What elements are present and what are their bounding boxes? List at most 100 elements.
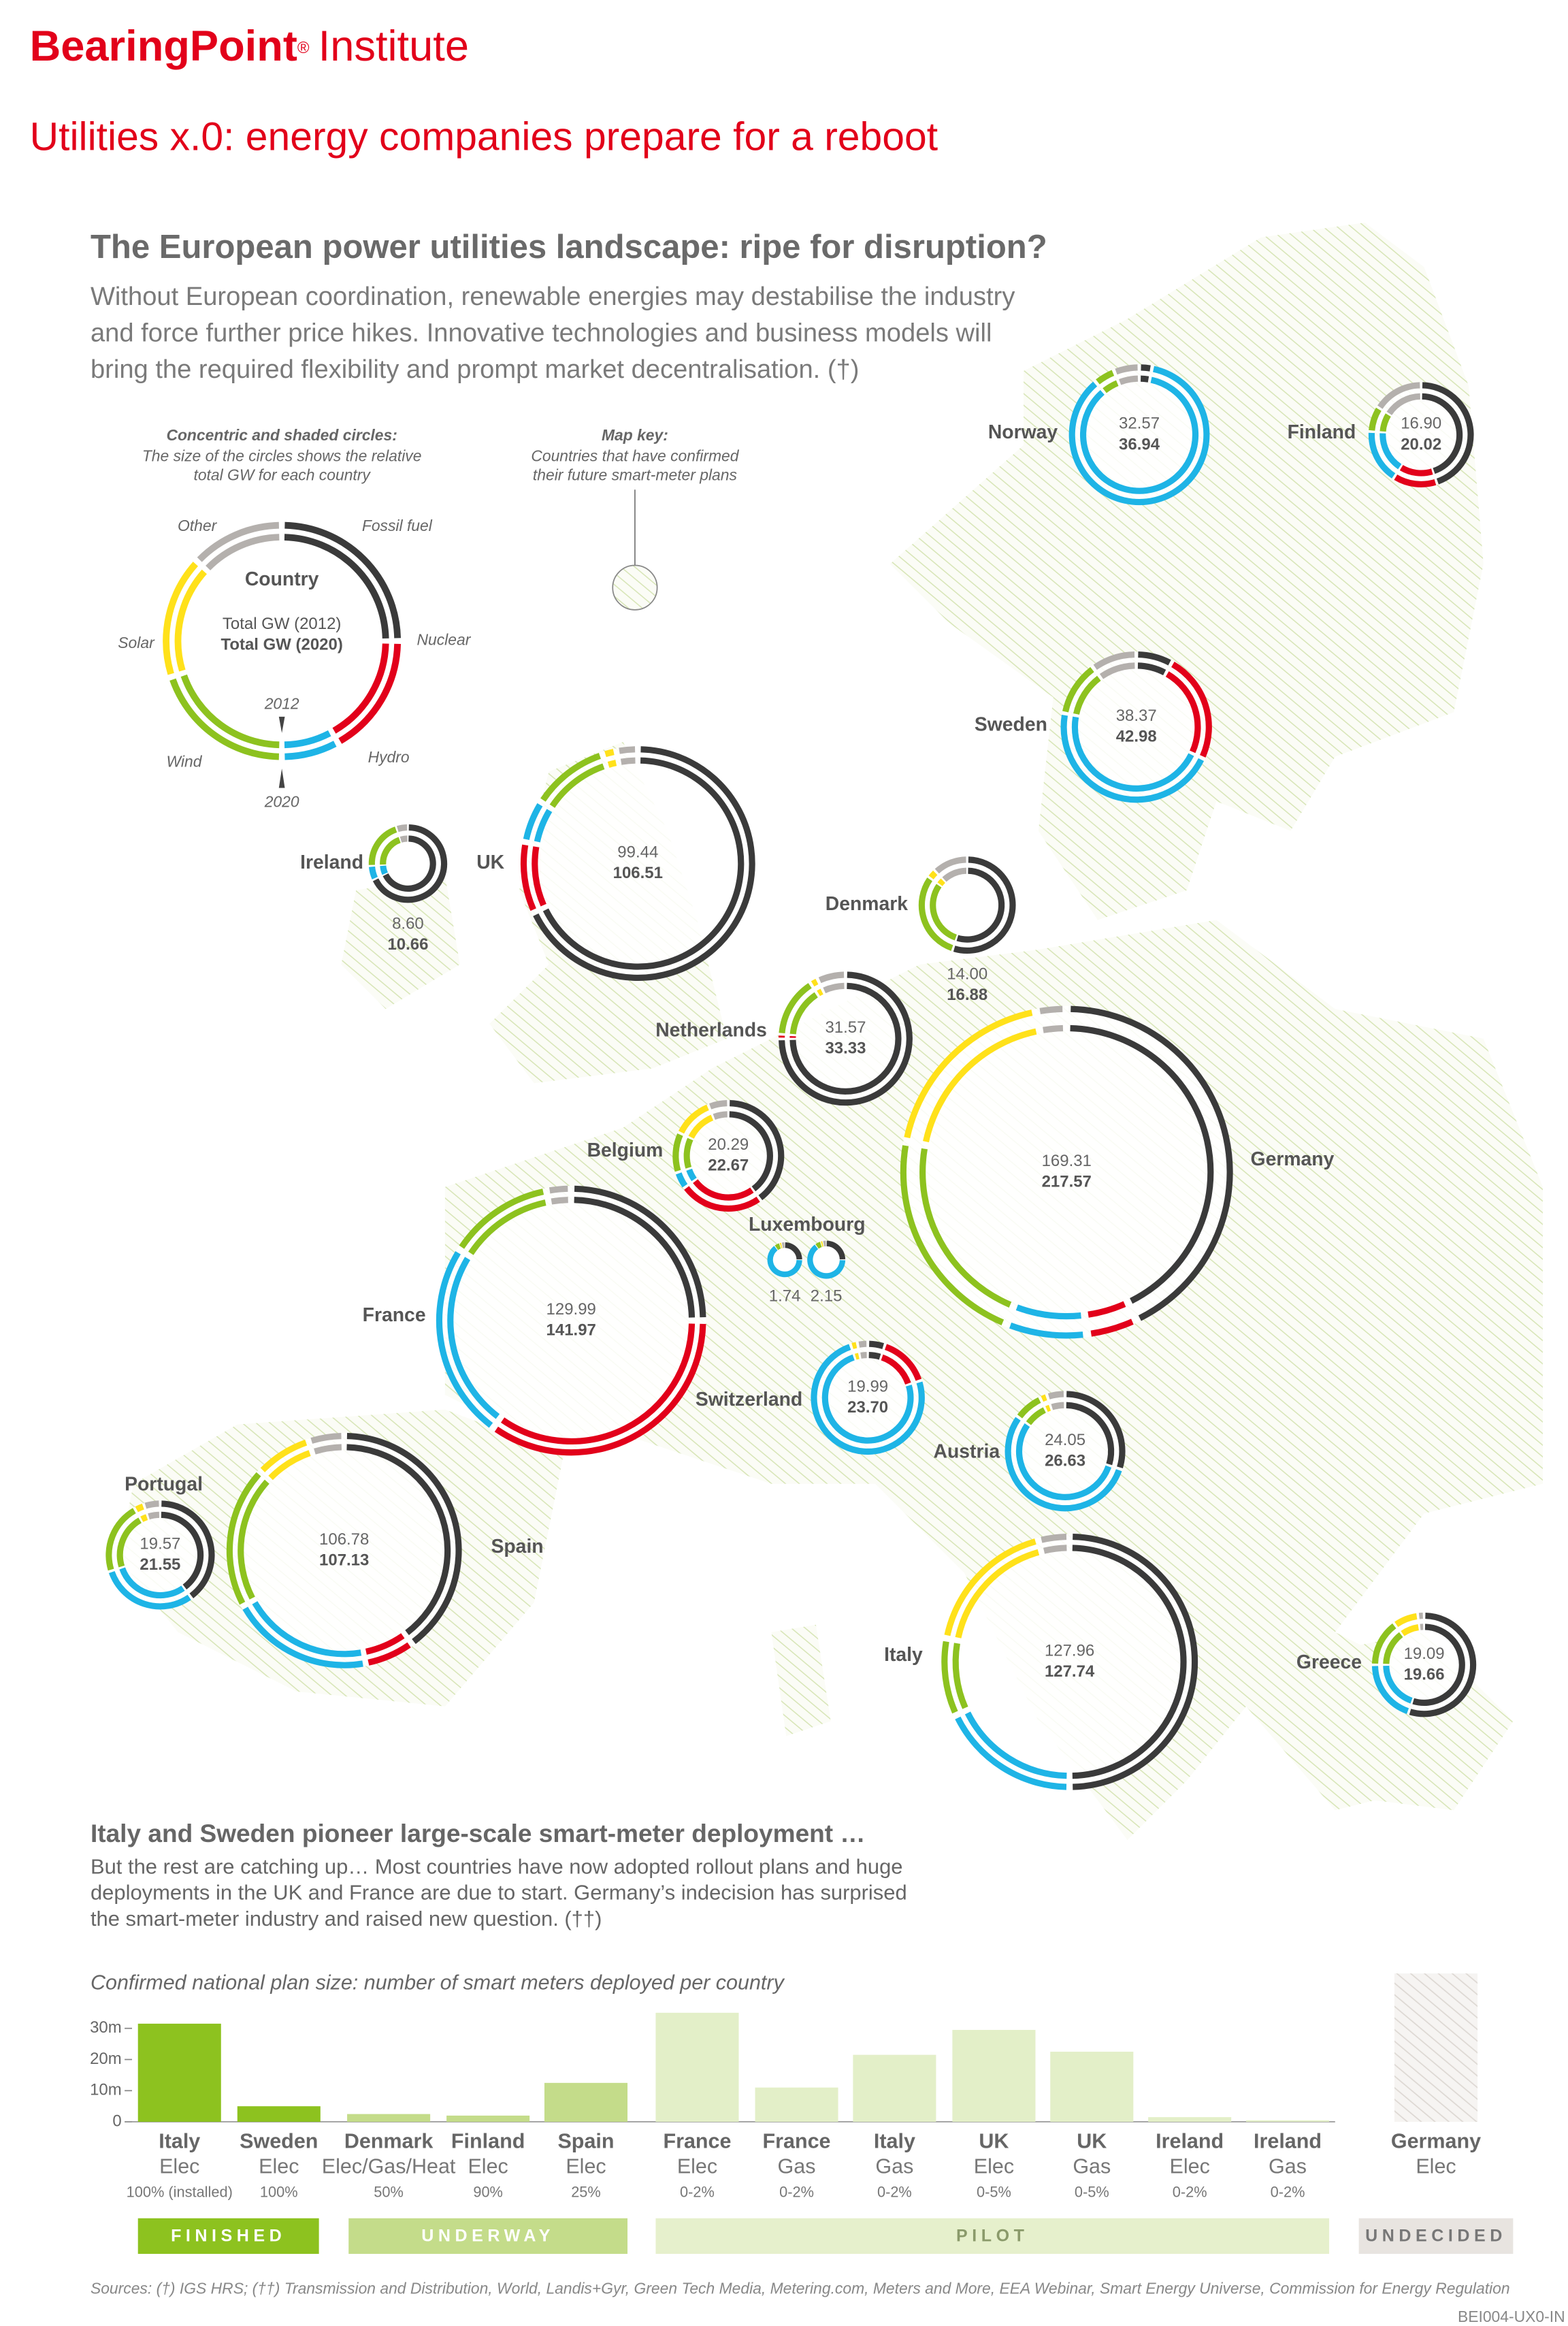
x-tick-label: Denmark bbox=[344, 2130, 434, 2153]
ring-segment bbox=[1041, 1394, 1047, 1402]
ring-segment bbox=[574, 1197, 696, 1318]
ring-segment bbox=[447, 1257, 500, 1419]
ring-segment bbox=[823, 982, 845, 994]
bar bbox=[544, 2082, 628, 2122]
ring-segment bbox=[1047, 1391, 1064, 1400]
country-label: France bbox=[363, 1304, 426, 1326]
x-tick-label: Ireland bbox=[1156, 2130, 1224, 2153]
country-label: Netherlands bbox=[655, 1019, 767, 1041]
ring-base bbox=[436, 1185, 706, 1456]
ring-segment bbox=[934, 856, 966, 874]
gw-2020: 22.67 bbox=[708, 1157, 749, 1175]
gw-2020: 2.15 bbox=[811, 1287, 843, 1305]
x-tick-label: Ireland bbox=[1254, 2130, 1322, 2153]
country-label: Finland bbox=[1288, 421, 1356, 443]
ring-segment bbox=[1102, 380, 1119, 393]
ring-segment bbox=[436, 1250, 493, 1428]
ring-segment bbox=[851, 1342, 858, 1349]
map-key-circle bbox=[612, 564, 658, 611]
code: BEI004-UX0-IN bbox=[1458, 2308, 1565, 2325]
key-ring-segment bbox=[284, 741, 337, 760]
ring-segment bbox=[789, 992, 818, 1035]
ring-segment bbox=[941, 1641, 958, 1714]
gw-2012: 127.96 bbox=[1045, 1641, 1094, 1660]
gw-2020: 19.66 bbox=[1404, 1665, 1445, 1683]
y-tick-label: 0 bbox=[112, 2112, 121, 2130]
ring-segment bbox=[688, 1114, 714, 1139]
ring-segment bbox=[108, 1570, 191, 1610]
map-key-title: Map key: bbox=[602, 426, 668, 444]
ring-segment bbox=[119, 1567, 185, 1599]
section-heading: Italy and Sweden pioneer large-scale sma… bbox=[91, 1819, 866, 1847]
ring-segment bbox=[116, 1517, 142, 1568]
key-source-label: Fossil fuel bbox=[362, 517, 433, 534]
ring-segment bbox=[785, 1242, 802, 1260]
ring-segment bbox=[868, 1351, 881, 1360]
key-source-label: Other bbox=[178, 517, 218, 534]
ring-segment bbox=[952, 1643, 968, 1709]
key-year: 2020 bbox=[264, 792, 299, 810]
x-tick-label: Sweden bbox=[240, 2130, 318, 2153]
ring-segment bbox=[620, 757, 636, 765]
x-tick-share: 0-5% bbox=[1075, 2183, 1109, 2200]
map-key-line: Countries that have confirmed bbox=[531, 447, 739, 464]
gw-2012: 19.99 bbox=[847, 1377, 888, 1395]
section-line: But the rest are catching up… Most count… bbox=[91, 1854, 903, 1878]
key-source-label: Wind bbox=[167, 752, 203, 770]
ring-segment bbox=[1026, 1407, 1046, 1425]
ring-base bbox=[1060, 651, 1212, 803]
bar bbox=[755, 2087, 838, 2122]
phase-band bbox=[655, 2218, 1330, 2255]
ring-segment bbox=[678, 1104, 709, 1134]
key-center-label: Total GW (2012) bbox=[223, 615, 342, 633]
y-tick-label: 20m bbox=[90, 2050, 122, 2068]
ring-segment bbox=[380, 865, 389, 875]
ring-segment bbox=[1017, 1397, 1041, 1419]
ring-segment bbox=[260, 1439, 308, 1472]
ring-segment bbox=[953, 856, 1016, 954]
intro-line: and force further price hikes. Innovativ… bbox=[91, 319, 992, 348]
brand-suffix: Institute bbox=[318, 22, 469, 70]
bar-undecided bbox=[1394, 1973, 1478, 2122]
ring-segment bbox=[1115, 364, 1138, 375]
ring-segment bbox=[1090, 1319, 1134, 1337]
ring-segment bbox=[540, 753, 602, 802]
key-ring-segment bbox=[284, 521, 402, 639]
ring-segment bbox=[1171, 662, 1212, 758]
ring-segment bbox=[774, 1243, 781, 1250]
ring-segment bbox=[1394, 1613, 1418, 1628]
ring-segment bbox=[1409, 1613, 1477, 1717]
ring-segment bbox=[955, 1549, 1040, 1638]
ring-segment bbox=[815, 1242, 822, 1249]
bar bbox=[1245, 2120, 1330, 2122]
y-tick-label: 10m bbox=[90, 2081, 122, 2099]
key-ring-segment bbox=[206, 534, 280, 570]
ring-segment bbox=[226, 1472, 261, 1605]
key-line: The size of the circles shows the relati… bbox=[142, 447, 422, 464]
phase-label: UNDECIDED bbox=[1365, 2227, 1507, 2246]
ring-segment bbox=[928, 870, 938, 879]
key-source-label: Hydro bbox=[368, 748, 410, 766]
ring-segment bbox=[161, 1500, 215, 1598]
x-tick-label: France bbox=[763, 2130, 831, 2153]
ring-segment bbox=[252, 1601, 362, 1658]
ring-segment bbox=[523, 803, 543, 841]
x-tick-share: 0-2% bbox=[1173, 2183, 1207, 2200]
bar bbox=[446, 2115, 530, 2122]
section-line: the smart-meter industry and raised new … bbox=[91, 1907, 602, 1931]
bar bbox=[952, 2030, 1036, 2122]
ring-segment bbox=[854, 1353, 860, 1360]
ring-segment bbox=[549, 763, 605, 808]
ring-segment bbox=[884, 1344, 922, 1381]
country-label: Austria bbox=[934, 1440, 1000, 1462]
gw-2020: 141.97 bbox=[546, 1321, 596, 1340]
y-tick-label: 30m bbox=[90, 2018, 122, 2037]
ring-segment bbox=[368, 866, 378, 879]
gw-2020: 33.33 bbox=[825, 1039, 866, 1057]
ring-segment bbox=[779, 971, 913, 1106]
ring-segment bbox=[1401, 1624, 1420, 1636]
ring-segment bbox=[1386, 393, 1421, 415]
ring-segment bbox=[826, 1240, 846, 1260]
key-ring-segment bbox=[163, 562, 198, 675]
country-label: Belgium bbox=[587, 1140, 664, 1161]
